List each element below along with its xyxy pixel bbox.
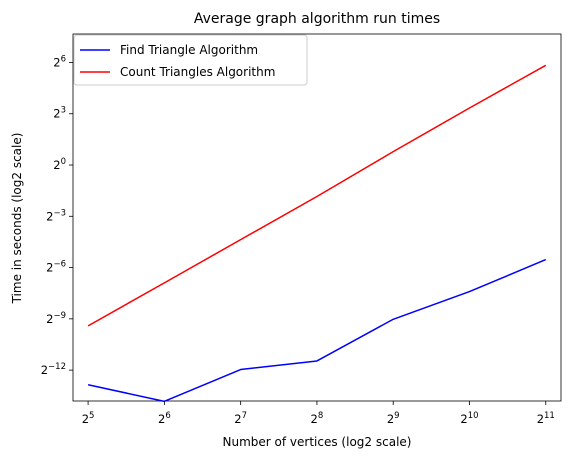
x-tick-label: 27 xyxy=(234,411,247,426)
legend-label-find-triangle: Find Triangle Algorithm xyxy=(120,43,258,57)
y-tick-label: 2−9 xyxy=(46,311,66,326)
y-tick-label: 23 xyxy=(53,106,66,121)
x-tick-label: 28 xyxy=(311,411,324,426)
y-tick-label: 2−6 xyxy=(46,260,66,275)
x-tick-label: 25 xyxy=(82,411,95,426)
x-axis-ticks: 25 26 27 28 29 210 211 xyxy=(82,401,555,426)
series-line-1 xyxy=(87,64,547,327)
x-tick-label: 29 xyxy=(387,411,400,426)
y-tick-label: 2−12 xyxy=(41,362,66,377)
x-axis-label: Number of vertices (log2 scale) xyxy=(223,435,412,449)
x-tick-label: 26 xyxy=(158,411,171,426)
x-tick-label: 211 xyxy=(537,411,555,426)
plot-frame xyxy=(72,33,562,402)
y-axis-ticks: 2−12 2−9 2−6 2−3 20 23 26 xyxy=(41,54,73,377)
y-tick-label: 2−3 xyxy=(46,208,66,223)
legend-box xyxy=(73,34,308,86)
y-tick-label: 20 xyxy=(53,157,66,172)
legend-label-count-triangles: Count Triangles Algorithm xyxy=(120,65,275,79)
x-tick-label: 210 xyxy=(460,411,478,426)
plot-area: 25 26 27 28 29 210 211 2−12 2−9 2−6 2−3 20 23 26 xyxy=(41,33,562,426)
y-axis-label: Time in seconds (log2 scale) xyxy=(10,133,24,305)
legend: Find Triangle Algorithm Count Triangles … xyxy=(73,34,308,86)
y-tick-label: 26 xyxy=(53,54,66,69)
chart-title: Average graph algorithm run times xyxy=(194,11,440,27)
